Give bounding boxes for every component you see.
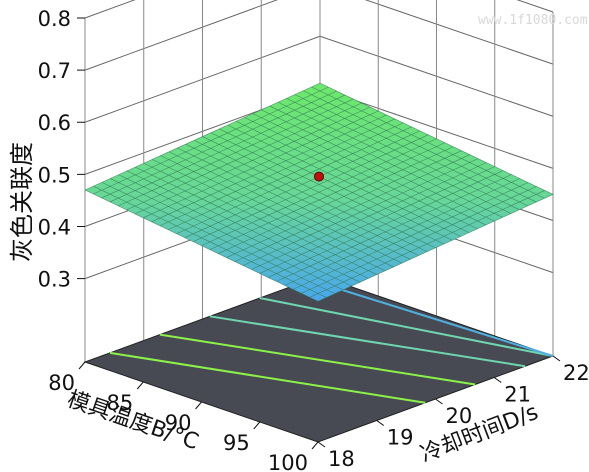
x-tick	[195, 401, 202, 410]
z-tick-label: 0.3	[38, 268, 71, 292]
surface-mesh-line	[261, 109, 495, 222]
surface-mesh-line	[185, 143, 419, 256]
z-tick-label: 0.5	[38, 163, 71, 187]
y-tick-label: 20	[446, 404, 473, 428]
surface-mesh-line	[244, 117, 478, 230]
response-surface	[84, 82, 554, 302]
surface-mesh-line	[303, 90, 537, 203]
wall-gridline	[84, 0, 136, 19]
y-axis-label: 冷却时间D/s	[417, 400, 542, 468]
surface-mesh-line	[286, 98, 520, 210]
surface-mesh-line	[118, 174, 352, 287]
x-tick-label: 95	[223, 431, 250, 455]
y-tick	[552, 355, 561, 362]
x-tick-label: 80	[48, 371, 75, 395]
axes: 0.3 0.4 0.5 0.6 0.7 0.8 80 85 90 95 100 18 19 20 21 22	[38, 7, 589, 472]
surface-mesh-line	[193, 140, 428, 252]
x-tick	[78, 361, 86, 370]
surface-mesh-line	[160, 155, 394, 268]
contour-line	[109, 351, 426, 404]
surface-mesh-line	[177, 147, 411, 260]
surface-mesh-line	[152, 159, 386, 272]
y-tick-label: 19	[387, 426, 414, 450]
z-tick-label: 0.4	[38, 215, 71, 239]
x-tick-label: 100	[268, 451, 308, 472]
surface-mesh-line	[319, 82, 554, 195]
surface-mesh-line	[294, 94, 528, 207]
x-tick	[253, 421, 261, 430]
contour-line	[159, 333, 476, 386]
z-tick-label: 0.8	[38, 7, 71, 31]
y-tick	[317, 441, 326, 448]
center-design-point	[314, 171, 324, 182]
surface-mesh-line	[126, 170, 361, 283]
x-tick	[136, 381, 144, 390]
surface-mesh-line	[101, 182, 335, 294]
surface-mesh-line	[277, 101, 512, 214]
surface-mesh-line	[168, 151, 403, 264]
surface-mesh-line	[93, 185, 327, 298]
surface-mesh-line	[110, 178, 344, 291]
z-tick-label: 0.6	[38, 111, 71, 135]
surface-mesh-line	[84, 189, 319, 302]
x-tick	[311, 441, 319, 450]
y-tick-label: 22	[563, 361, 589, 385]
y-tick-label: 18	[328, 447, 355, 471]
contour-line	[259, 297, 554, 357]
y-tick-label: 21	[504, 383, 531, 407]
surface-mesh-line	[210, 132, 445, 245]
surface-mesh-line	[202, 136, 436, 249]
surface-mesh-line	[219, 128, 453, 241]
contour-line	[309, 278, 554, 357]
x-tick-label: 85	[107, 391, 134, 415]
surface-mesh-line	[311, 86, 545, 199]
x-tick-label: 90	[165, 411, 192, 435]
z-tick-label: 0.7	[38, 59, 71, 83]
surface-mesh-line	[135, 166, 369, 279]
surface-mesh-line	[252, 113, 486, 226]
y-tick	[435, 398, 443, 405]
z-axis-label: 灰色关联度	[8, 142, 36, 262]
surface-mesh-line	[269, 105, 503, 218]
surface-mesh-line	[227, 124, 461, 237]
surface-mesh-line	[143, 163, 377, 275]
y-tick	[376, 420, 385, 426]
watermark: www.1f1080.com	[478, 13, 588, 28]
y-tick	[493, 377, 502, 383]
contour-line	[209, 315, 526, 368]
surface-mesh-line	[235, 121, 470, 233]
